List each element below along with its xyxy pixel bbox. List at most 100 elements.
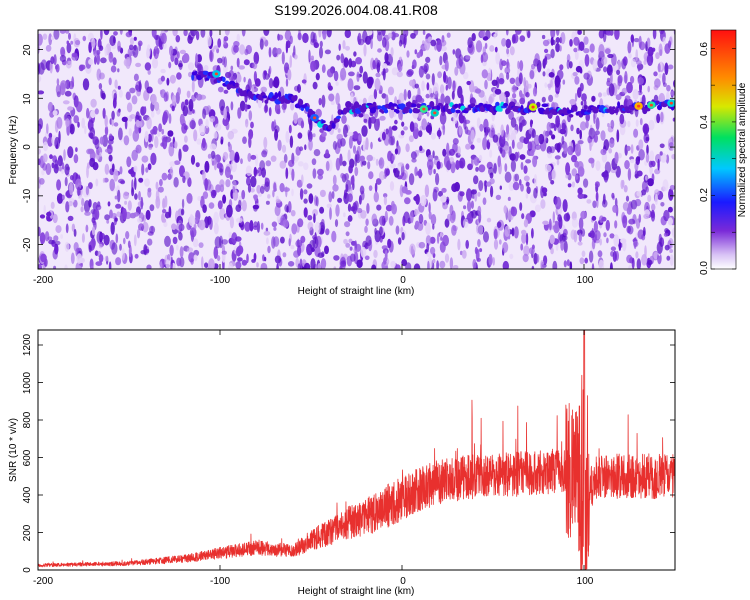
spectrogram-cell (203, 64, 209, 72)
spectrogram-cell (198, 242, 204, 249)
spectrogram-cell (394, 148, 398, 155)
spectrogram-cell (65, 30, 70, 34)
spectrogram-cell (602, 193, 606, 205)
spectrogram-cell (256, 221, 260, 233)
spectrogram-cell (349, 246, 353, 251)
spectrogram-cell (622, 215, 628, 229)
spectrogram-cell (260, 222, 264, 230)
spectrogram-cell (164, 30, 169, 33)
spectrogram-cell (56, 179, 62, 191)
spectrogram-cell (128, 128, 132, 137)
spectrogram-cell (378, 159, 383, 166)
spectrogram-cell (600, 148, 607, 156)
spectrogram-cell (525, 192, 529, 199)
spectrogram-cell (285, 167, 289, 180)
spectrogram-cell (338, 43, 341, 51)
spectrogram-cell (617, 59, 621, 71)
spectrogram-cell (250, 121, 254, 129)
spectrogram-cell (446, 142, 450, 156)
spectrogram-cell (415, 94, 423, 103)
ridge-cell (612, 106, 616, 110)
spectrogram-cell (391, 67, 399, 76)
spectrogram-cell (611, 192, 615, 199)
spectrogram-cell (250, 154, 257, 160)
spectrogram-cell (520, 243, 524, 251)
spectrogram-cell (200, 30, 206, 38)
spectrogram-cell (436, 260, 439, 269)
spectrogram-cell (381, 131, 386, 141)
spectrogram-cell (325, 228, 330, 236)
spectrogram-cell (308, 193, 314, 204)
spectrogram-cell (365, 218, 369, 226)
spectrogram-cell (102, 107, 106, 119)
spectrogram-cell (193, 249, 200, 257)
spectrogram-cell (385, 94, 389, 107)
spectrogram-cell (418, 168, 422, 179)
spectrogram-cell (636, 60, 642, 66)
spectrogram-cell (138, 190, 141, 201)
spectrogram-cell (492, 257, 496, 266)
spectrogram-cell (514, 173, 520, 182)
spectrogram-cell (366, 154, 374, 162)
spectrogram-cell (617, 76, 623, 87)
spectrogram-cell (202, 169, 206, 182)
spectrogram-cell (387, 150, 393, 162)
spectrogram-cell (265, 227, 269, 232)
spectrogram-cell (371, 213, 378, 225)
spectrogram-cell (527, 30, 531, 39)
spectrogram-cell (157, 186, 164, 193)
spectrogram-cell (263, 30, 270, 36)
spectrogram-cell (49, 154, 53, 160)
spectrogram-cell (672, 117, 675, 122)
spectrogram-cell (311, 247, 315, 252)
spectrogram-cell (91, 226, 96, 236)
spectrogram-cell (517, 151, 520, 158)
spectrogram-cell (550, 180, 555, 185)
spectrogram-cell (289, 55, 293, 68)
spectrogram-cell (440, 93, 445, 105)
spectrogram-cell (314, 221, 321, 235)
spectrogram-cell (510, 159, 516, 172)
ridge-cell (235, 82, 239, 88)
spectrogram-cell (595, 191, 599, 202)
spectrogram-cell (264, 181, 270, 193)
spectrogram-cell (436, 233, 440, 244)
spectrogram-cell (167, 130, 174, 137)
spectrogram-cell (289, 135, 294, 148)
spectrogram-cell (99, 232, 106, 240)
spectrogram-cell (405, 163, 410, 170)
spectrogram-cell (253, 252, 257, 262)
ridge-cell (474, 108, 479, 113)
spectrogram-cell (61, 169, 64, 174)
spectrogram-cell (70, 252, 75, 265)
spectrogram-cell (240, 158, 243, 165)
spectrogram-cell (337, 128, 341, 133)
spectrogram-cell (206, 105, 211, 113)
ridge-cell (404, 106, 411, 110)
spectrogram-cell (382, 63, 388, 70)
spectrogram-cell (147, 189, 152, 198)
spectrogram-cell (657, 63, 661, 73)
spectrogram-cell (297, 218, 304, 228)
spectrogram-cell (509, 153, 516, 161)
spectrogram-cell (303, 262, 311, 269)
spectrogram-cell (506, 48, 510, 55)
spectrogram-cell (127, 200, 132, 211)
spectrogram-cell (260, 262, 268, 269)
spectrogram-cell (94, 208, 100, 220)
spectrogram-cell (630, 34, 634, 43)
ridge-cell (191, 73, 195, 81)
spectrogram-cell (160, 32, 167, 45)
spectrogram-cell (556, 159, 560, 166)
spectrogram-cell (45, 163, 52, 175)
spectrogram-cell (513, 226, 519, 239)
spectrogram-cell (245, 118, 249, 128)
spectrogram-cell (646, 53, 654, 66)
spectrogram-cell (188, 98, 194, 112)
spectrogram-cell (378, 171, 386, 181)
spectrogram-cell (667, 217, 674, 226)
spectrogram-cell (669, 249, 673, 253)
spectrogram-cell (605, 219, 610, 231)
ridge-cell (264, 99, 269, 104)
spectrogram-cell (229, 216, 234, 229)
